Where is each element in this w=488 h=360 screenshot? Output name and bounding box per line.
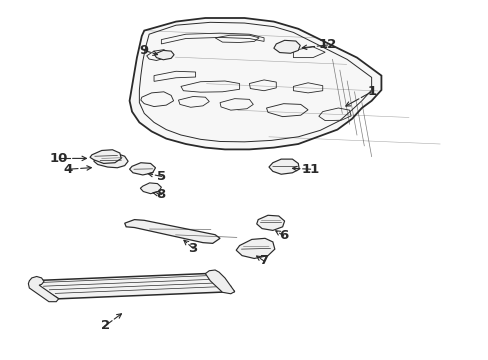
Polygon shape bbox=[140, 183, 161, 194]
Text: 2: 2 bbox=[101, 319, 109, 332]
Polygon shape bbox=[129, 163, 155, 175]
Text: 4: 4 bbox=[64, 163, 73, 176]
Polygon shape bbox=[29, 274, 234, 299]
Polygon shape bbox=[268, 159, 299, 174]
Text: 5: 5 bbox=[157, 170, 165, 183]
Text: 12: 12 bbox=[318, 39, 336, 51]
Polygon shape bbox=[90, 150, 121, 163]
Polygon shape bbox=[273, 40, 300, 53]
Polygon shape bbox=[236, 238, 274, 258]
Polygon shape bbox=[205, 270, 234, 294]
Polygon shape bbox=[94, 153, 128, 168]
Text: 10: 10 bbox=[49, 152, 68, 165]
Text: 9: 9 bbox=[140, 44, 148, 57]
Text: 7: 7 bbox=[259, 255, 268, 267]
Polygon shape bbox=[124, 220, 220, 243]
Text: 1: 1 bbox=[366, 85, 375, 98]
Polygon shape bbox=[154, 50, 174, 60]
Text: 3: 3 bbox=[188, 242, 197, 255]
Polygon shape bbox=[28, 276, 59, 302]
Polygon shape bbox=[129, 18, 381, 149]
Text: 8: 8 bbox=[157, 188, 165, 201]
Polygon shape bbox=[256, 215, 284, 230]
Text: 11: 11 bbox=[301, 163, 319, 176]
Text: 6: 6 bbox=[279, 229, 287, 242]
